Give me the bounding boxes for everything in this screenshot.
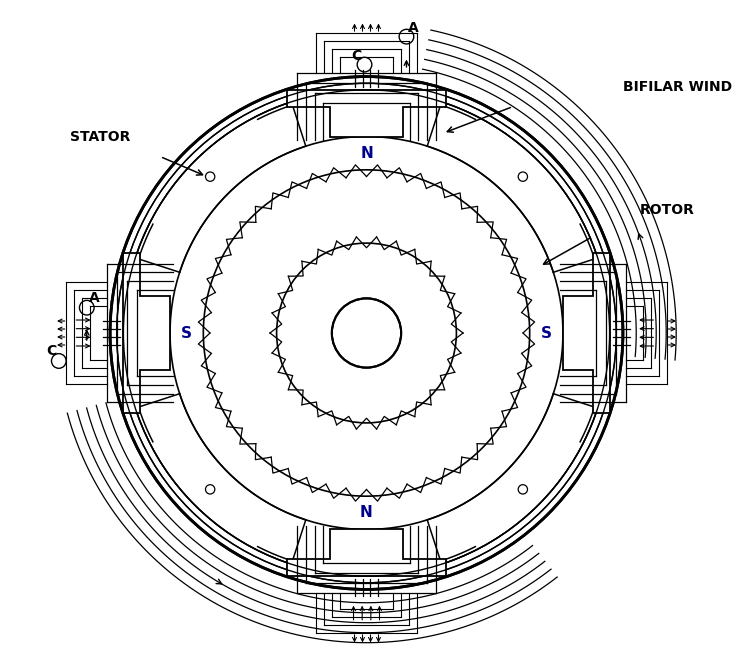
Text: C: C (46, 344, 56, 358)
Text: N: N (360, 505, 373, 520)
Text: STATOR: STATOR (70, 129, 130, 144)
Text: C: C (351, 49, 361, 63)
Polygon shape (287, 529, 446, 576)
Polygon shape (127, 224, 188, 442)
Polygon shape (123, 253, 170, 413)
Polygon shape (563, 253, 610, 413)
Text: A: A (89, 291, 100, 306)
Text: ROTOR: ROTOR (640, 202, 694, 217)
Text: A: A (408, 21, 419, 35)
Polygon shape (287, 90, 446, 137)
Text: BIFILAR WINDING: BIFILAR WINDING (623, 79, 733, 94)
Text: S: S (181, 326, 192, 340)
Polygon shape (258, 93, 475, 155)
Polygon shape (258, 511, 475, 573)
Text: N: N (360, 146, 373, 161)
Polygon shape (545, 224, 606, 442)
Text: S: S (541, 326, 552, 340)
